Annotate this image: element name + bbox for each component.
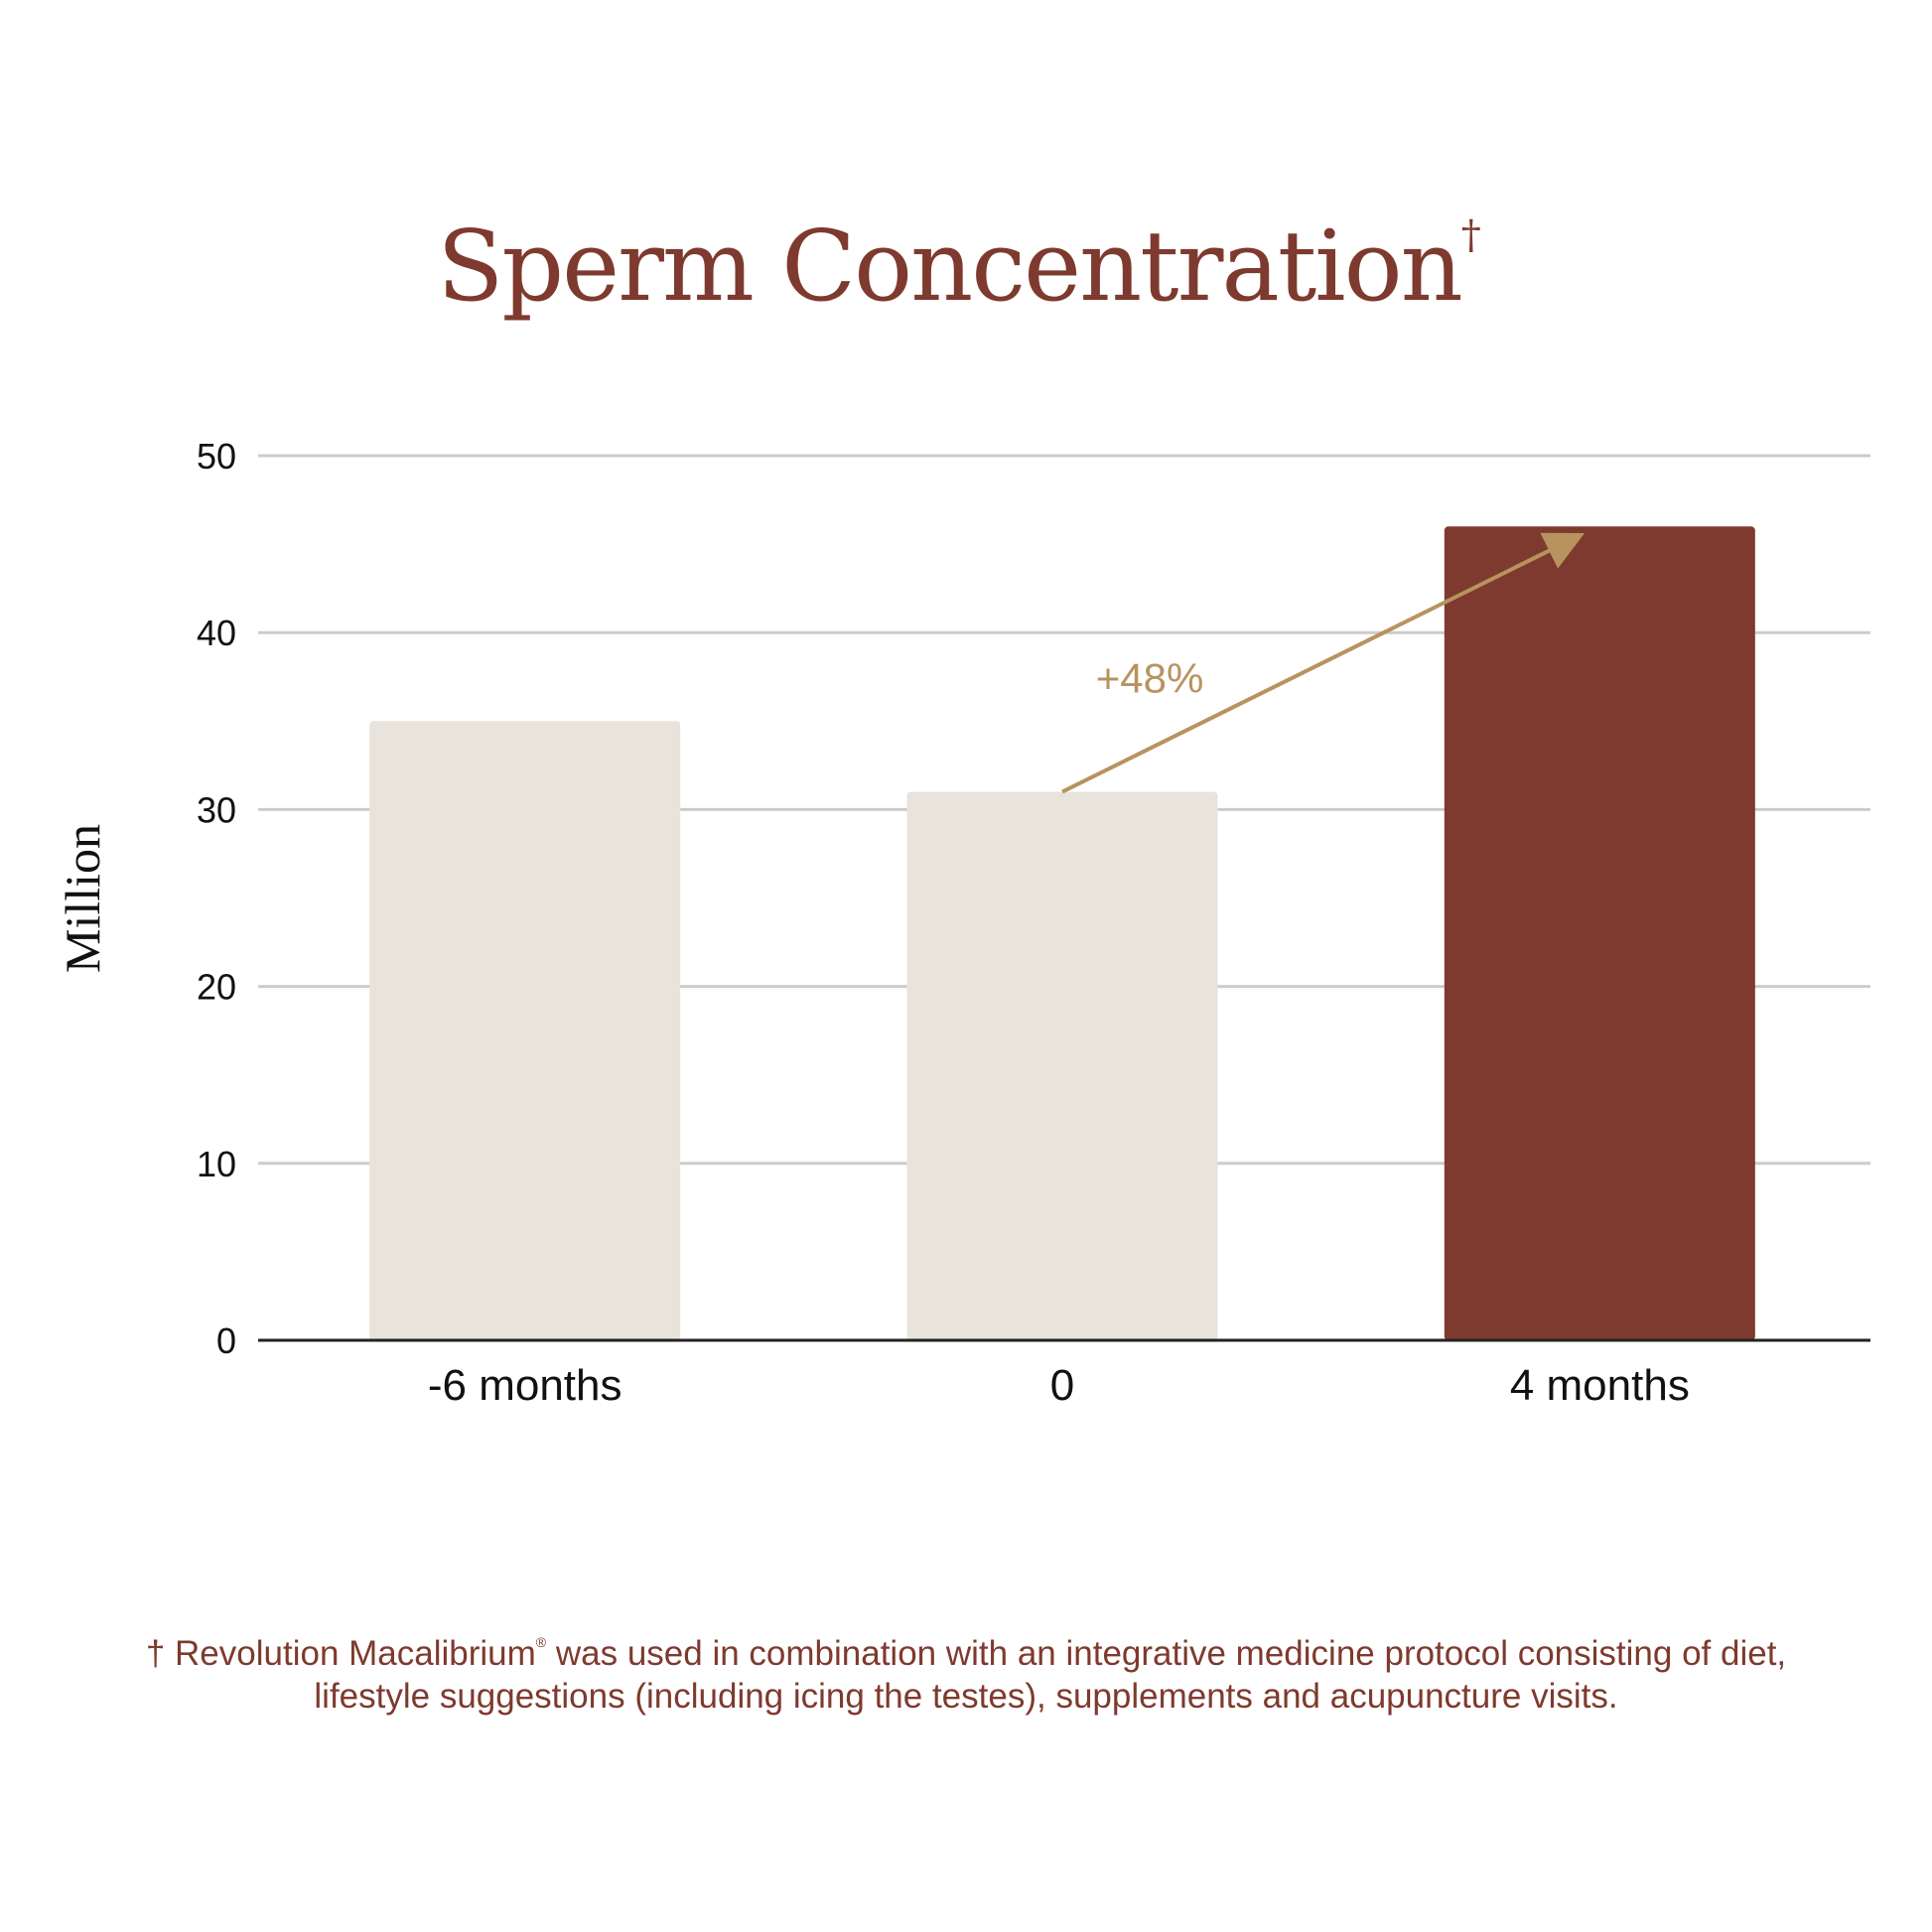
y-tick-label: 40 [197,613,236,653]
category-label: 0 [1050,1361,1074,1410]
y-tick-labels: 0 10 20 30 40 50 [197,436,236,1361]
change-annotation: +48% [1061,532,1586,794]
bar-2 [1444,526,1755,1340]
title-dagger: † [1461,212,1480,258]
growth-arrow [1061,532,1586,794]
chart-title-text: Sperm Concentration [437,210,1460,324]
y-tick-label: 30 [197,789,236,830]
chart-title: Sperm Concentration† [437,210,1479,324]
footnote-line2: lifestyle suggestions (including icing t… [314,1677,1618,1716]
bar-0 [369,721,681,1340]
growth-percent-label: +48% [1096,655,1204,702]
footnote-brand: Revolution Macalibrium [175,1634,536,1673]
y-tick-label: 20 [197,967,236,1008]
y-tick-label: 50 [197,436,236,477]
category-label: 4 months [1510,1361,1690,1410]
bars [369,526,1755,1340]
footnote: † Revolution Macalibrium® was used in co… [79,1621,1853,1718]
y-tick-label: 0 [216,1320,236,1361]
category-label: -6 months [428,1361,622,1410]
y-tick-label: 10 [197,1144,236,1184]
bar-1 [906,791,1218,1340]
footnote-line1: was used in combination with an integrat… [555,1634,1787,1673]
footnote-marker: † [145,1634,166,1673]
registered-mark: ® [535,1634,547,1650]
category-labels: -6 months 0 4 months [428,1361,1690,1410]
y-axis-label: Million [55,824,110,973]
